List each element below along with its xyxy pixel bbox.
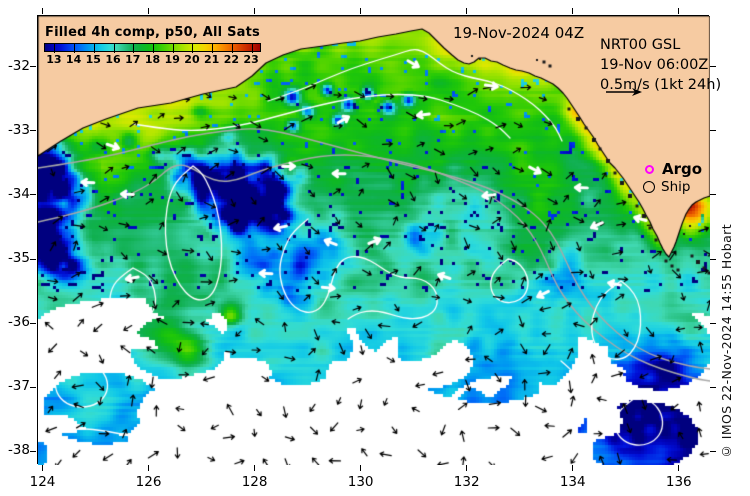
sst-field-canvas (38, 16, 710, 465)
y-axis-tick (30, 386, 36, 388)
y-axis-tick-right (710, 130, 716, 132)
colorbar-tick-label: 21 (204, 53, 220, 66)
x-axis-tick (148, 465, 150, 471)
y-axis-tick (30, 194, 36, 196)
y-axis-tick (30, 322, 36, 324)
colorbar-tick-label: 15 (85, 53, 101, 66)
x-axis-tick (678, 465, 680, 471)
x-axis-label: 124 (29, 474, 56, 490)
legend-row-argo: Argo (639, 160, 702, 178)
argo-marker-icon (645, 164, 654, 174)
colorbar-tick (133, 44, 135, 53)
colorbar-tick-label: 13 (46, 53, 62, 66)
x-axis-tick-top (360, 8, 362, 14)
copyright-watermark: © IMOS 22-Nov-2024 14:55 Hobart (719, 224, 734, 460)
y-axis-tick-right (710, 450, 716, 452)
x-axis-tick-top (678, 8, 680, 14)
colorbar-tick (172, 44, 174, 53)
colorbar: Filled 4h comp, p50, All Sats 13 14 15 16 17… (44, 25, 261, 66)
colorbar-tick (93, 44, 95, 53)
x-axis-tick (254, 465, 256, 471)
y-axis-label: -35 (7, 250, 30, 267)
map-plot: Filled 4h comp, p50, All Sats 13 14 15 16 17… (37, 15, 721, 465)
colorbar-tick-label: 22 (223, 53, 240, 66)
x-axis-label: 134 (559, 474, 586, 490)
y-axis-label: -33 (7, 121, 30, 138)
y-axis-label: -34 (7, 185, 30, 202)
colorbar-tick-label: 18 (144, 53, 161, 66)
ship-label: Ship (661, 179, 691, 195)
x-axis-tick-top (572, 8, 574, 14)
x-axis-tick (466, 465, 468, 471)
model-info-block: NRT00 GSL 19-Nov 06:00Z 0.5m/s (1kt 24h) (600, 35, 721, 95)
y-axis-tick-right (710, 66, 716, 68)
x-axis-tick (42, 465, 43, 471)
y-axis-tick (30, 130, 36, 132)
y-axis-tick-right (710, 194, 716, 196)
y-axis-tick (30, 450, 36, 452)
y-axis-tick (30, 258, 36, 260)
x-axis-tick (360, 465, 362, 471)
colorbar-tick (212, 44, 214, 53)
colorbar-tick (54, 44, 56, 53)
legend-row-ship: Ship (639, 178, 702, 196)
y-axis-tick-right (710, 258, 716, 260)
y-axis-tick-right (710, 386, 716, 388)
y-axis-label: -37 (7, 378, 30, 395)
colorbar-tick (251, 44, 253, 53)
colorbar-tick-labels: 13 14 15 16 17 18 19 20 21 22 23 (44, 53, 261, 66)
model-time: 19-Nov 06:00Z (600, 57, 709, 73)
marker-legend: Argo Ship (639, 160, 702, 196)
model-name: NRT00 GSL (600, 37, 681, 53)
x-axis-label: 132 (453, 474, 480, 490)
y-axis-tick (30, 66, 36, 68)
colorbar-title: Filled 4h comp, p50, All Sats (45, 25, 260, 40)
x-axis-tick-top (466, 8, 468, 14)
colorbar-tick (231, 44, 233, 53)
colorbar-gradient (44, 43, 261, 53)
ship-marker-icon (643, 181, 655, 193)
x-axis-tick-top (148, 8, 150, 14)
x-axis-tick-top (254, 8, 256, 14)
colorbar-tick-label: 19 (164, 53, 180, 66)
colorbar-tick-label: 16 (105, 53, 121, 66)
x-axis-tick (572, 465, 574, 471)
scale-arrow-icon (606, 88, 642, 96)
x-axis-label: 126 (135, 474, 162, 490)
colorbar-tick (153, 44, 154, 53)
x-axis-label: 136 (665, 474, 692, 490)
x-axis-label: 130 (347, 474, 374, 490)
colorbar-tick-label: 14 (65, 53, 82, 66)
colorbar-tick-label: 17 (125, 53, 141, 66)
colorbar-tick (113, 44, 115, 53)
colorbar-tick-label: 20 (184, 53, 200, 66)
map-datetime-label: 19-Nov-2024 04Z (453, 24, 585, 42)
y-axis-tick-right (710, 322, 716, 324)
colorbar-tick (192, 44, 194, 53)
x-axis-label: 128 (241, 474, 268, 490)
argo-label: Argo (662, 160, 703, 178)
vector-scale-label: 0.5m/s (1kt 24h) (600, 77, 722, 93)
y-axis-label: -36 (7, 314, 30, 331)
y-axis-label: -38 (7, 442, 30, 459)
colorbar-tick-label: 23 (243, 53, 259, 66)
colorbar-tick (74, 44, 76, 53)
x-axis-tick-top (42, 8, 43, 14)
y-axis-label: -32 (7, 57, 30, 74)
